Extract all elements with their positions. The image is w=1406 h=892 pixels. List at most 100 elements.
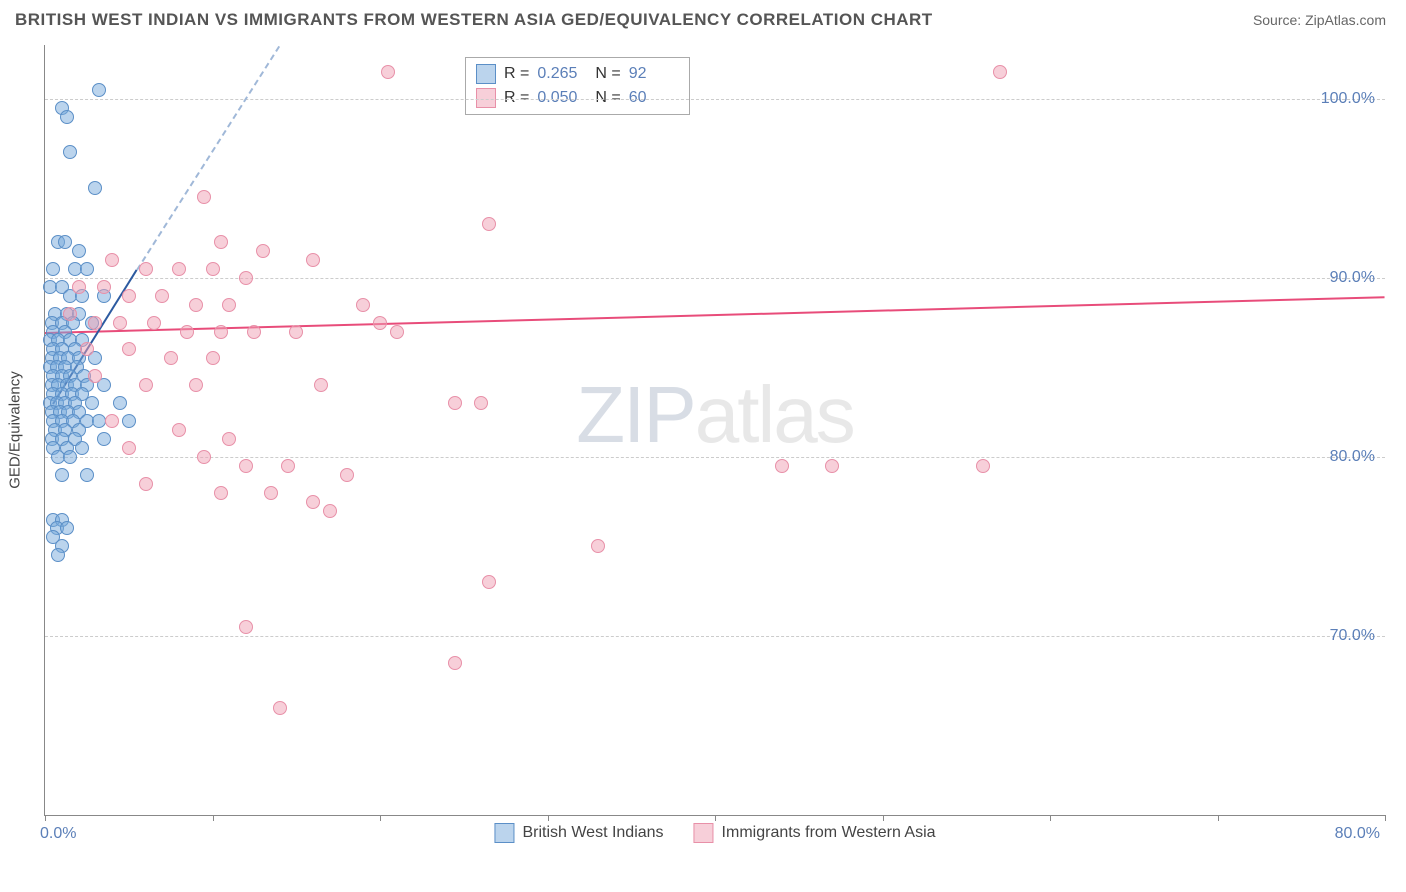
data-point xyxy=(88,316,102,330)
data-point xyxy=(222,298,236,312)
data-point xyxy=(88,181,102,195)
series-swatch xyxy=(494,823,514,843)
x-tick xyxy=(883,815,884,821)
data-point xyxy=(197,190,211,204)
data-point xyxy=(92,83,106,97)
data-point xyxy=(122,289,136,303)
x-tick xyxy=(380,815,381,821)
data-point xyxy=(281,459,295,473)
data-point xyxy=(214,486,228,500)
data-point xyxy=(390,325,404,339)
data-point xyxy=(80,468,94,482)
data-point xyxy=(273,701,287,715)
data-point xyxy=(63,450,77,464)
data-point xyxy=(206,351,220,365)
data-point xyxy=(189,378,203,392)
x-axis-max-label: 80.0% xyxy=(1335,825,1380,843)
data-point xyxy=(373,316,387,330)
data-point xyxy=(214,325,228,339)
data-point xyxy=(239,459,253,473)
data-point xyxy=(75,441,89,455)
data-point xyxy=(172,423,186,437)
data-point xyxy=(381,65,395,79)
data-point xyxy=(172,262,186,276)
data-point xyxy=(147,316,161,330)
data-point xyxy=(189,298,203,312)
chart-legend: British West Indians Immigrants from Wes… xyxy=(494,823,935,843)
data-point xyxy=(63,307,77,321)
data-point xyxy=(58,235,72,249)
data-point xyxy=(122,342,136,356)
data-point xyxy=(60,521,74,535)
y-tick-label: 70.0% xyxy=(1330,627,1375,645)
data-point xyxy=(239,620,253,634)
data-point xyxy=(155,289,169,303)
correlation-stats-box: R = 0.265 N = 92 R = 0.050 N = 60 xyxy=(465,57,690,115)
y-tick-label: 100.0% xyxy=(1321,90,1375,108)
x-tick xyxy=(715,815,716,821)
data-point xyxy=(180,325,194,339)
chart-title: BRITISH WEST INDIAN VS IMMIGRANTS FROM W… xyxy=(15,10,933,30)
data-point xyxy=(306,495,320,509)
data-point xyxy=(247,325,261,339)
legend-item: Immigrants from Western Asia xyxy=(694,823,936,843)
data-point xyxy=(88,369,102,383)
data-point xyxy=(51,548,65,562)
data-point xyxy=(239,271,253,285)
data-point xyxy=(214,235,228,249)
scatter-chart: GED/Equivalency ZIPatlas 0.0% 80.0% R = … xyxy=(44,45,1385,816)
data-point xyxy=(97,432,111,446)
data-point xyxy=(591,539,605,553)
data-point xyxy=(97,280,111,294)
data-point xyxy=(105,253,119,267)
stats-row: R = 0.265 N = 92 xyxy=(476,62,679,86)
data-point xyxy=(976,459,990,473)
data-point xyxy=(474,396,488,410)
data-point xyxy=(264,486,278,500)
data-point xyxy=(993,65,1007,79)
data-point xyxy=(323,504,337,518)
x-tick xyxy=(1385,815,1386,821)
data-point xyxy=(825,459,839,473)
data-point xyxy=(448,656,462,670)
data-point xyxy=(340,468,354,482)
y-axis-label: GED/Equivalency xyxy=(7,371,24,489)
x-tick xyxy=(1218,815,1219,821)
data-point xyxy=(256,244,270,258)
data-point xyxy=(314,378,328,392)
x-tick xyxy=(45,815,46,821)
data-point xyxy=(72,244,86,258)
data-point xyxy=(482,575,496,589)
data-point xyxy=(105,414,119,428)
data-point xyxy=(113,316,127,330)
data-point xyxy=(63,145,77,159)
data-point xyxy=(222,432,236,446)
data-point xyxy=(139,262,153,276)
chart-source: Source: ZipAtlas.com xyxy=(1253,12,1386,28)
trend-line xyxy=(136,45,280,270)
data-point xyxy=(482,217,496,231)
y-tick-label: 90.0% xyxy=(1330,269,1375,287)
data-point xyxy=(55,468,69,482)
x-tick xyxy=(213,815,214,821)
data-point xyxy=(46,262,60,276)
series-swatch xyxy=(476,64,496,84)
data-point xyxy=(122,441,136,455)
trend-line xyxy=(45,296,1385,334)
data-point xyxy=(197,450,211,464)
data-point xyxy=(448,396,462,410)
data-point xyxy=(139,477,153,491)
data-point xyxy=(164,351,178,365)
data-point xyxy=(289,325,303,339)
data-point xyxy=(60,110,74,124)
x-tick xyxy=(548,815,549,821)
data-point xyxy=(356,298,370,312)
legend-item: British West Indians xyxy=(494,823,663,843)
gridline xyxy=(45,457,1385,458)
data-point xyxy=(92,414,106,428)
data-point xyxy=(139,378,153,392)
series-swatch xyxy=(694,823,714,843)
y-tick-label: 80.0% xyxy=(1330,448,1375,466)
data-point xyxy=(206,262,220,276)
data-point xyxy=(80,262,94,276)
